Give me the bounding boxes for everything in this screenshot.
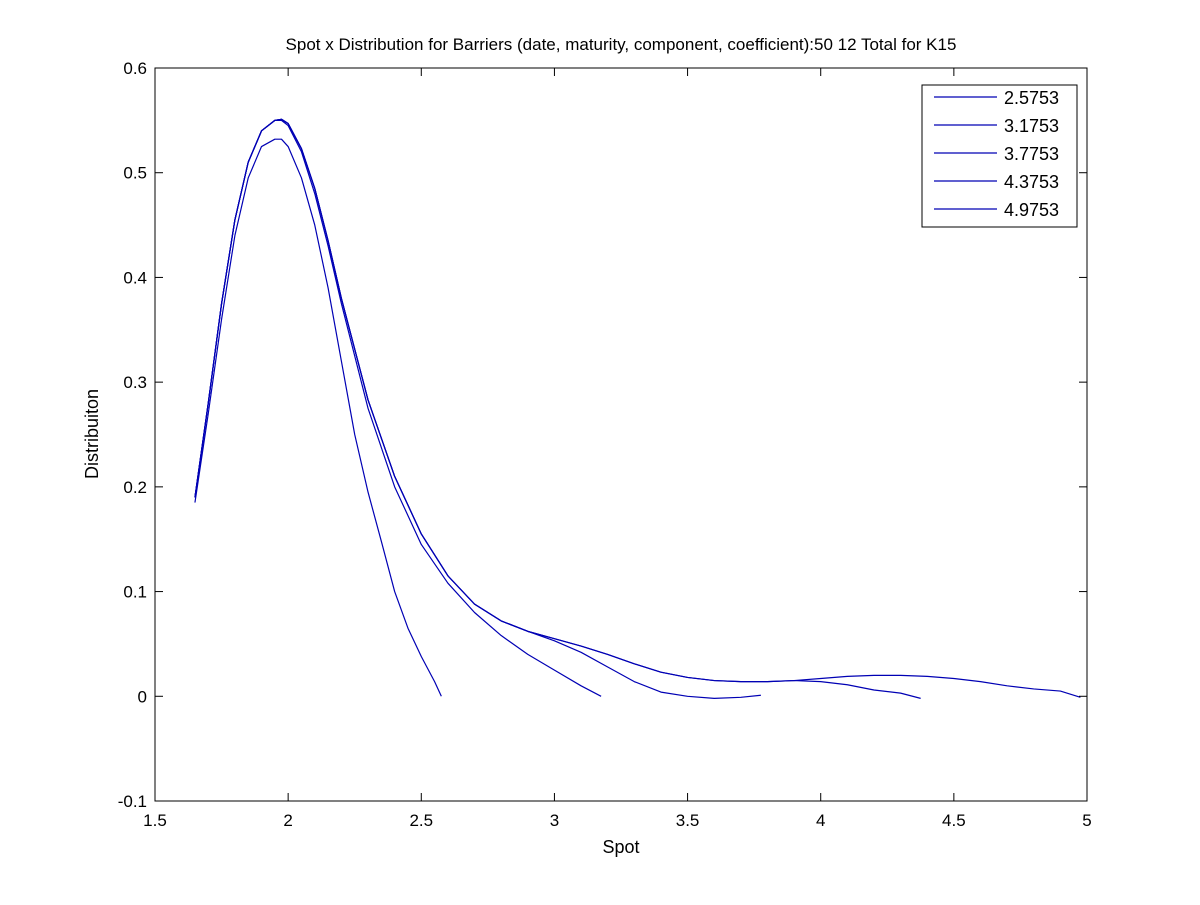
- y-tick-label: 0.2: [123, 478, 147, 497]
- x-axis-label: Spot: [602, 837, 639, 857]
- series-line-2.5753: [194, 138, 442, 697]
- legend-label: 3.1753: [1004, 116, 1059, 136]
- legend-label: 3.7753: [1004, 144, 1059, 164]
- x-tick-label: 5: [1082, 811, 1091, 830]
- legend-label: 4.3753: [1004, 172, 1059, 192]
- y-axis-label: Distribuiton: [82, 389, 102, 479]
- x-tick-label: 1.5: [143, 811, 167, 830]
- y-tick-label: 0.3: [123, 373, 147, 392]
- y-tick-label: 0.5: [123, 164, 147, 183]
- x-tick-label: 3.5: [676, 811, 700, 830]
- x-tick-label: 3: [550, 811, 559, 830]
- x-tick-label: 4: [816, 811, 825, 830]
- x-tick-label: 2.5: [409, 811, 433, 830]
- x-tick-label: 4.5: [942, 811, 966, 830]
- legend-label: 4.9753: [1004, 200, 1059, 220]
- y-tick-label: 0.1: [123, 583, 147, 602]
- legend-box: [921, 84, 1078, 228]
- series-line-4.9753: [194, 118, 1081, 698]
- ticks-layer: 1.5 2 2.5 3 3.5 4 4.5 5 -0.1 0 0.1 0.2 0.3 0.4 0.5 0.6: [118, 59, 1092, 830]
- y-tick-label: 0.4: [123, 268, 147, 287]
- legend-label: 2.5753: [1004, 88, 1059, 108]
- y-tick-label: -0.1: [118, 792, 147, 811]
- plot-frame: [154, 67, 1088, 802]
- series-layer: [194, 118, 1081, 699]
- legend: 2.5753 3.1753 3.7753 4.3753 4.9753: [921, 84, 1078, 228]
- x-tick-label: 2: [283, 811, 292, 830]
- y-tick-label: 0: [138, 687, 147, 706]
- y-tick-label: 0.6: [123, 59, 147, 78]
- chart-title: Spot x Distribution for Barriers (date, …: [286, 35, 957, 54]
